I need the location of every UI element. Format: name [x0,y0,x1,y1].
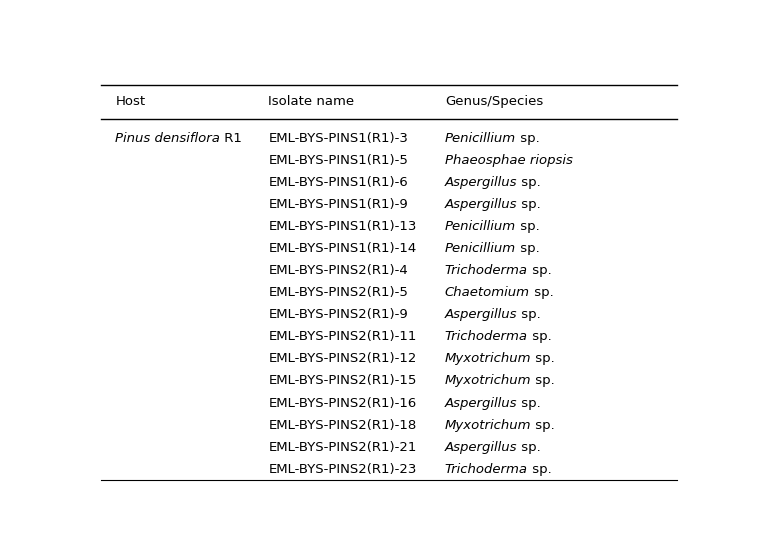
Text: sp.: sp. [518,176,541,189]
Text: EML-BYS-PINS2(R1)-11: EML-BYS-PINS2(R1)-11 [269,331,417,343]
Text: EML-BYS-PINS2(R1)-16: EML-BYS-PINS2(R1)-16 [269,397,417,410]
Text: Aspergillus: Aspergillus [445,309,518,321]
Text: EML-BYS-PINS1(R1)-3: EML-BYS-PINS1(R1)-3 [269,132,408,145]
Text: sp.: sp. [516,242,540,255]
Text: Aspergillus: Aspergillus [445,397,518,410]
Text: Aspergillus: Aspergillus [445,441,518,454]
Text: EML-BYS-PINS2(R1)-5: EML-BYS-PINS2(R1)-5 [269,286,408,299]
Text: EML-BYS-PINS2(R1)-9: EML-BYS-PINS2(R1)-9 [269,309,408,321]
Text: Penicillium: Penicillium [445,220,516,233]
Text: sp.: sp. [531,419,555,432]
Text: Aspergillus: Aspergillus [445,176,518,189]
Text: EML-BYS-PINS2(R1)-4: EML-BYS-PINS2(R1)-4 [269,264,408,277]
Text: sp.: sp. [516,220,540,233]
Text: sp.: sp. [518,441,541,454]
Text: EML-BYS-PINS2(R1)-12: EML-BYS-PINS2(R1)-12 [269,353,417,365]
Text: sp.: sp. [528,463,552,476]
Text: EML-BYS-PINS2(R1)-23: EML-BYS-PINS2(R1)-23 [269,463,417,476]
Text: Genus/Species: Genus/Species [445,96,543,108]
Text: sp.: sp. [528,264,552,277]
Text: Chaetomium: Chaetomium [445,286,530,299]
Text: R1: R1 [220,132,242,145]
Text: EML-BYS-PINS1(R1)-9: EML-BYS-PINS1(R1)-9 [269,198,408,211]
Text: EML-BYS-PINS1(R1)-6: EML-BYS-PINS1(R1)-6 [269,176,408,189]
Text: EML-BYS-PINS1(R1)-14: EML-BYS-PINS1(R1)-14 [269,242,417,255]
Text: EML-BYS-PINS2(R1)-21: EML-BYS-PINS2(R1)-21 [269,441,417,454]
Text: sp.: sp. [530,286,553,299]
Text: Penicillium: Penicillium [445,242,516,255]
Text: Myxotrichum: Myxotrichum [445,353,531,365]
Text: Trichoderma: Trichoderma [445,264,528,277]
Text: Penicillium: Penicillium [445,132,516,145]
Text: Phaeosphae riopsis: Phaeosphae riopsis [445,154,573,167]
Text: sp.: sp. [516,132,540,145]
Text: Myxotrichum: Myxotrichum [445,419,531,432]
Text: sp.: sp. [528,331,552,343]
Text: EML-BYS-PINS2(R1)-18: EML-BYS-PINS2(R1)-18 [269,419,417,432]
Text: sp.: sp. [531,375,555,387]
Text: Isolate name: Isolate name [269,96,354,108]
Text: Aspergillus: Aspergillus [445,198,518,211]
Text: sp.: sp. [531,353,555,365]
Text: EML-BYS-PINS1(R1)-13: EML-BYS-PINS1(R1)-13 [269,220,417,233]
Text: EML-BYS-PINS1(R1)-5: EML-BYS-PINS1(R1)-5 [269,154,408,167]
Text: Myxotrichum: Myxotrichum [445,375,531,387]
Text: sp.: sp. [518,309,541,321]
Text: Trichoderma: Trichoderma [445,331,528,343]
Text: EML-BYS-PINS2(R1)-15: EML-BYS-PINS2(R1)-15 [269,375,417,387]
Text: Host: Host [115,96,146,108]
Text: Trichoderma: Trichoderma [445,463,528,476]
Text: sp.: sp. [518,397,541,410]
Text: sp.: sp. [518,198,541,211]
Text: Pinus densiflora: Pinus densiflora [115,132,220,145]
